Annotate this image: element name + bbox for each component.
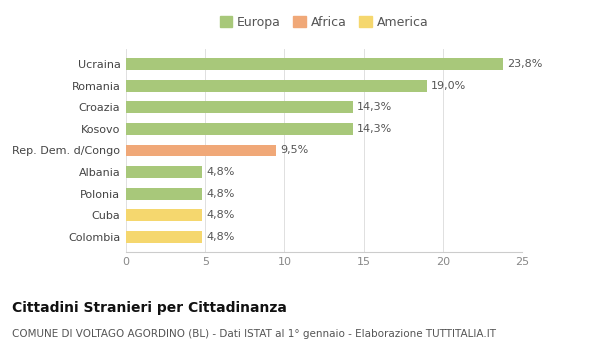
Bar	[126, 166, 202, 178]
Bar	[126, 145, 277, 156]
Text: 4,8%: 4,8%	[206, 232, 235, 242]
Text: COMUNE DI VOLTAGO AGORDINO (BL) - Dati ISTAT al 1° gennaio - Elaborazione TUTTIT: COMUNE DI VOLTAGO AGORDINO (BL) - Dati I…	[12, 329, 496, 339]
Text: 14,3%: 14,3%	[356, 102, 392, 112]
Bar	[126, 58, 503, 70]
Text: 9,5%: 9,5%	[280, 146, 308, 155]
Bar	[126, 231, 202, 243]
Text: 4,8%: 4,8%	[206, 189, 235, 199]
Legend: Europa, Africa, America: Europa, Africa, America	[215, 10, 433, 34]
Bar	[126, 188, 202, 200]
Text: 4,8%: 4,8%	[206, 210, 235, 220]
Bar	[126, 80, 427, 92]
Bar	[126, 209, 202, 221]
Text: Cittadini Stranieri per Cittadinanza: Cittadini Stranieri per Cittadinanza	[12, 301, 287, 315]
Bar	[126, 123, 353, 135]
Text: 23,8%: 23,8%	[507, 59, 542, 69]
Text: 14,3%: 14,3%	[356, 124, 392, 134]
Text: 19,0%: 19,0%	[431, 81, 466, 91]
Bar	[126, 102, 353, 113]
Text: 4,8%: 4,8%	[206, 167, 235, 177]
